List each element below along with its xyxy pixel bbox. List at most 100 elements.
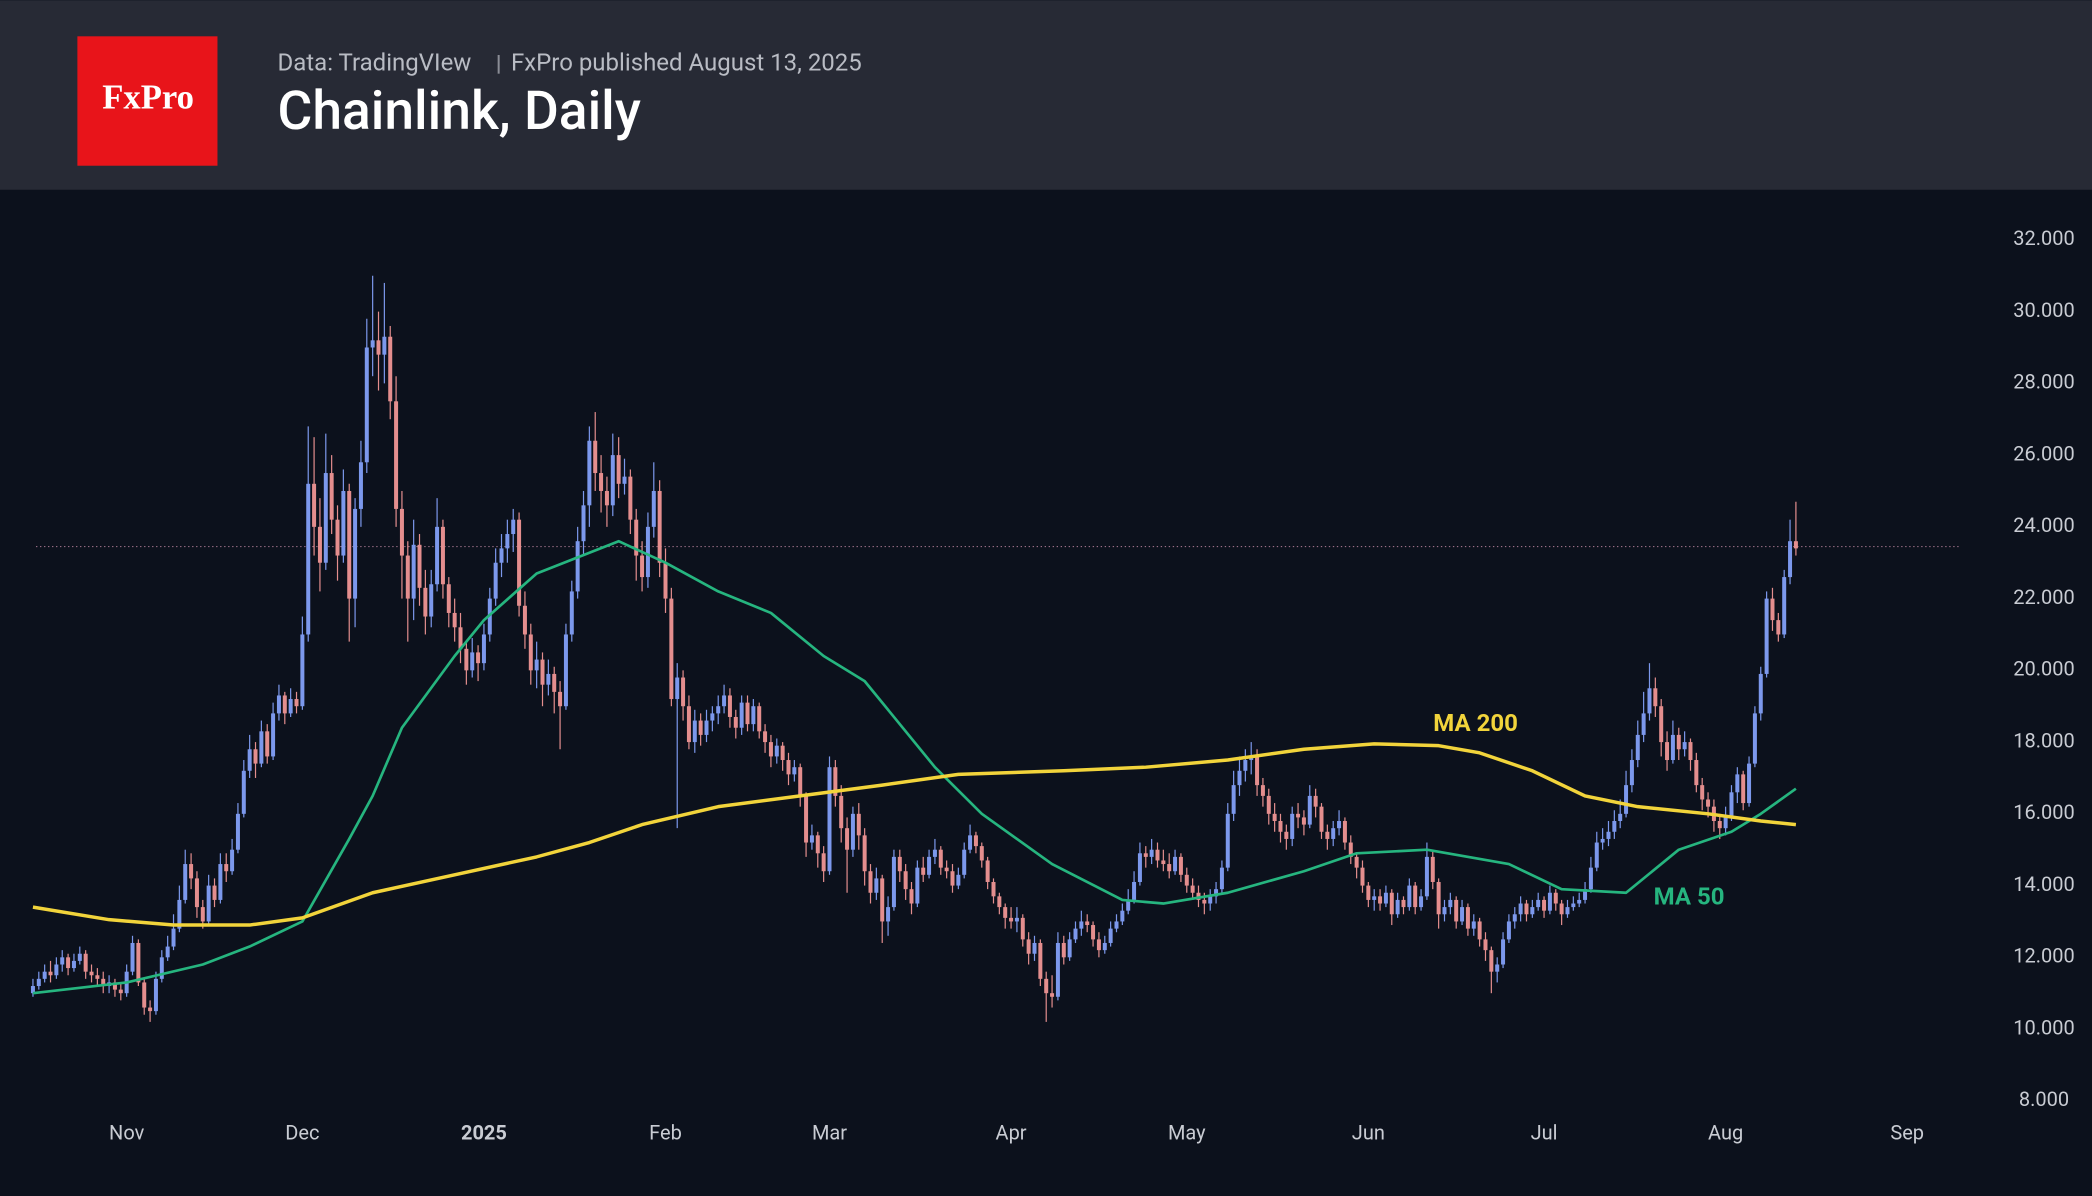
- candle-body: [809, 835, 814, 843]
- candle-body: [1530, 907, 1535, 915]
- candle-body: [1629, 760, 1634, 786]
- candle-body: [1190, 885, 1195, 893]
- candle-body: [1284, 831, 1289, 839]
- candle-body: [1272, 813, 1277, 822]
- candle-body: [1489, 950, 1494, 972]
- candle-body: [224, 864, 229, 872]
- candle-body: [985, 860, 990, 882]
- x-tick-label: May: [1168, 1121, 1206, 1145]
- candle-body: [1290, 813, 1295, 839]
- candle-body: [1782, 577, 1787, 635]
- candle-body: [710, 713, 715, 721]
- candle-body: [973, 835, 978, 847]
- candle-body: [1706, 799, 1711, 807]
- candle-body: [353, 508, 358, 599]
- candle-body: [1255, 756, 1260, 786]
- candle-body: [1061, 942, 1066, 958]
- candle-body: [458, 627, 463, 649]
- candle-body: [1413, 885, 1418, 908]
- ma-line: [32, 742, 1797, 927]
- candle-body: [534, 659, 539, 671]
- candle-body: [891, 856, 896, 908]
- candle-body: [294, 699, 299, 707]
- candle-body: [335, 519, 340, 556]
- candle-body: [54, 964, 59, 976]
- candle-body: [1114, 921, 1119, 929]
- y-tick-label: 8.000: [2019, 1087, 2069, 1111]
- candle-body: [563, 634, 568, 707]
- candle-body: [417, 544, 422, 588]
- candle-body: [1793, 541, 1798, 549]
- candle-body: [546, 673, 551, 685]
- candle-body: [247, 749, 252, 771]
- candle-body: [329, 473, 334, 520]
- candle-body: [757, 706, 762, 732]
- candle-body: [1717, 821, 1722, 829]
- candle-body: [944, 867, 949, 872]
- candle-body: [1389, 892, 1394, 915]
- candle-body: [1723, 817, 1728, 829]
- ma-line: [32, 539, 1797, 995]
- y-tick-label: 20.000: [2013, 657, 2074, 681]
- candle-body: [1149, 849, 1154, 857]
- candle-body: [640, 555, 645, 578]
- candle-body: [71, 960, 76, 969]
- candle-body: [956, 874, 961, 886]
- candle-body: [657, 490, 662, 563]
- candle-body: [1067, 939, 1072, 958]
- candle-body: [856, 813, 861, 836]
- candle-body: [517, 519, 522, 606]
- candle-body: [792, 767, 797, 775]
- candle-body: [1553, 892, 1558, 904]
- candle-body: [1747, 763, 1752, 804]
- candle-body: [470, 652, 475, 671]
- candle-body: [1085, 921, 1090, 926]
- candle-body: [171, 928, 176, 947]
- candle-body: [1618, 813, 1623, 822]
- candle-body: [1044, 978, 1049, 994]
- candle-body: [1776, 620, 1781, 635]
- candle-body: [1518, 903, 1523, 915]
- candle-body: [850, 813, 855, 850]
- candle-body: [1383, 892, 1388, 904]
- candle-body: [446, 584, 451, 613]
- candle-body: [1624, 785, 1629, 814]
- candle-body: [1547, 892, 1552, 911]
- candle-body: [1161, 860, 1166, 865]
- candle-body: [1512, 914, 1517, 922]
- candle-body: [1096, 939, 1101, 951]
- ma-label: MA 200: [1433, 709, 1518, 737]
- candle-body: [1465, 907, 1470, 929]
- candle-body: [1296, 813, 1301, 818]
- candle-body: [774, 745, 779, 757]
- candle-body: [1588, 867, 1593, 890]
- candle-body: [1137, 853, 1142, 882]
- candle-body: [827, 767, 832, 872]
- candle-body: [1331, 828, 1336, 839]
- candle-body: [751, 706, 756, 725]
- candle-body: [950, 871, 955, 886]
- y-tick-label: 18.000: [2013, 728, 2074, 752]
- candle-body: [440, 526, 445, 585]
- candle-body: [1606, 831, 1611, 839]
- candle-body: [1348, 842, 1353, 857]
- candle-body: [42, 971, 47, 979]
- candle-body: [1612, 821, 1617, 832]
- x-tick-label: Jul: [1531, 1121, 1558, 1145]
- candle-body: [1729, 792, 1734, 818]
- candle-body: [206, 885, 211, 922]
- candle-body: [1208, 896, 1213, 904]
- candle-body: [1178, 856, 1183, 875]
- candle-body: [1471, 921, 1476, 929]
- candle-body: [382, 336, 387, 355]
- candle-body: [1670, 734, 1675, 761]
- candle-body: [909, 889, 914, 904]
- candle-body: [575, 541, 580, 592]
- candle-body: [212, 885, 217, 900]
- candle-body: [464, 648, 469, 671]
- candle-body: [435, 526, 440, 585]
- candle-body: [1536, 899, 1541, 908]
- y-tick-label: 22.000: [2013, 585, 2074, 609]
